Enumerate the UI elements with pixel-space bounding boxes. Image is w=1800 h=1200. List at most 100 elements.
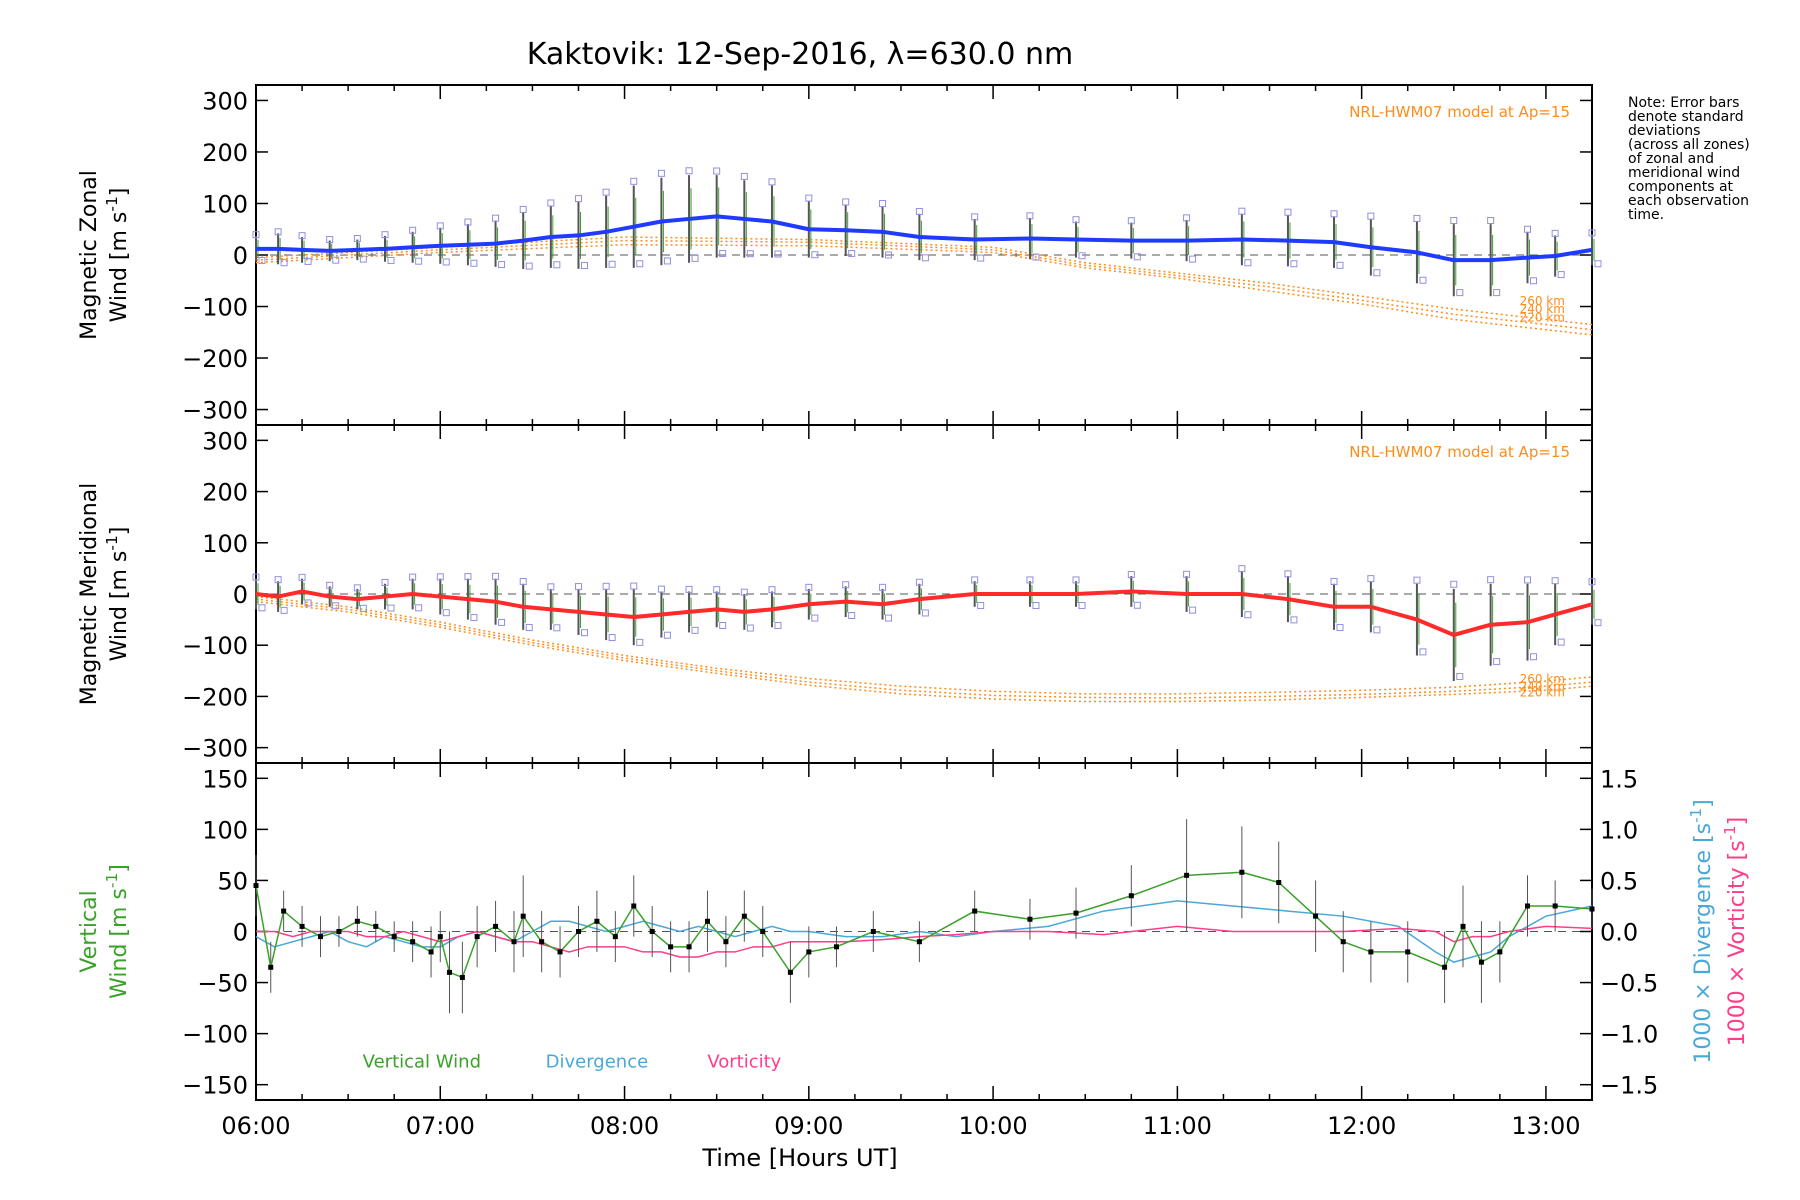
zone-marker — [842, 581, 850, 589]
vertical-wind-point — [972, 908, 978, 914]
y-axis-label-text: Wind [m s-1] — [103, 527, 132, 662]
note-line: meridional wind — [1628, 165, 1741, 181]
model-altitude-label: 240 km — [1520, 679, 1565, 693]
zone-marker — [805, 583, 813, 591]
vertical-wind-point — [493, 923, 499, 929]
model-curve-220km — [255, 243, 1593, 336]
x-tick-label: 07:00 — [406, 1112, 475, 1140]
vertical-wind-point — [391, 934, 397, 940]
zone-marker — [977, 254, 985, 262]
meridional-wind-line — [255, 589, 1593, 637]
zone-marker — [971, 576, 979, 584]
vertical-wind-point — [723, 939, 729, 945]
note-line: deviations — [1628, 123, 1701, 139]
y2-tick-label: 0.0 — [1600, 919, 1638, 947]
y-axis-label-text: Vertical — [77, 890, 102, 972]
zone-marker — [574, 583, 582, 591]
y-tick-label: 150 — [202, 765, 248, 793]
vertical-wind-point — [1589, 906, 1595, 912]
zone-marker — [657, 585, 665, 593]
zone-marker — [774, 621, 782, 629]
vertical-wind-point — [1276, 879, 1282, 885]
model-altitude-label: 260 km — [1520, 294, 1565, 308]
vertical-wind-point — [1442, 964, 1448, 970]
y2-tick-label: −1.5 — [1600, 1072, 1658, 1100]
zone-marker — [1413, 576, 1421, 584]
x-tick-label: 10:00 — [959, 1112, 1028, 1140]
vertical-wind-point — [459, 974, 465, 980]
note-line: each observation — [1628, 193, 1750, 209]
legend-label: Vertical Wind — [363, 1051, 481, 1072]
y-tick-label: −200 — [182, 683, 248, 711]
zone-marker — [274, 576, 282, 584]
zone-marker — [580, 629, 588, 637]
zone-marker — [1032, 602, 1040, 610]
zone-marker — [691, 254, 699, 262]
x-tick-label: 09:00 — [774, 1112, 843, 1140]
zone-marker — [915, 578, 923, 586]
zone-marker — [1524, 576, 1532, 584]
zone-marker — [1588, 229, 1596, 237]
zone-marker — [326, 581, 334, 589]
zone-marker — [498, 618, 506, 626]
x-tick-label: 12:00 — [1327, 1112, 1396, 1140]
zone-marker — [274, 228, 282, 236]
y2-tick-label: 0.5 — [1600, 867, 1638, 895]
zone-marker — [492, 572, 500, 580]
zone-marker — [630, 582, 638, 590]
vertical-wind-point — [1478, 959, 1484, 965]
y-tick-label: −300 — [182, 397, 248, 425]
y-tick-label: −100 — [182, 294, 248, 322]
y-tick-label: 0 — [233, 919, 248, 947]
zone-marker — [353, 584, 361, 592]
vertical-wind-point — [870, 929, 876, 934]
model-curve-220km — [255, 600, 1593, 703]
zone-marker — [746, 624, 754, 632]
zone-marker — [1026, 212, 1034, 220]
zone-marker — [1244, 259, 1252, 267]
zone-marker — [1336, 261, 1344, 269]
y-axis-label: Vertical — [77, 890, 102, 972]
vertical-wind-point — [631, 903, 637, 909]
zone-marker — [470, 259, 478, 267]
zone-marker — [387, 256, 395, 264]
zone-marker — [1330, 210, 1338, 218]
zone-marker — [663, 631, 671, 639]
zone-marker — [353, 235, 361, 243]
zone-marker — [1244, 611, 1252, 619]
vertical-wind-point — [1313, 913, 1319, 919]
zone-marker — [381, 231, 389, 239]
zone-marker — [436, 222, 444, 230]
vertical-wind-point — [317, 934, 323, 940]
vertical-wind-point — [612, 934, 618, 940]
vertical-wind-point — [1525, 903, 1531, 909]
zone-marker — [252, 573, 260, 581]
y-tick-label: −100 — [182, 632, 248, 660]
zone-marker — [842, 198, 850, 206]
zone-marker — [442, 609, 450, 617]
note-line: time. — [1628, 207, 1665, 223]
y2-tick-label: 1.5 — [1600, 765, 1638, 793]
zone-marker — [1072, 576, 1080, 584]
vertical-wind-point — [1239, 869, 1245, 875]
zone-marker — [1373, 626, 1381, 634]
vertical-wind-point — [1552, 903, 1558, 909]
zone-marker — [304, 257, 312, 265]
zone-marker — [1413, 214, 1421, 222]
zone-marker — [1594, 619, 1602, 627]
zone-marker — [977, 602, 985, 610]
model-curve-240km — [255, 239, 1593, 331]
vertical-wind-point — [1368, 949, 1374, 955]
x-tick-label: 06:00 — [221, 1112, 290, 1140]
x-axis-label: Time [Hours UT] — [701, 1144, 897, 1172]
zone-marker — [1189, 606, 1197, 614]
zone-marker — [409, 573, 417, 581]
zone-marker — [879, 583, 887, 591]
y-tick-label: 50 — [217, 867, 248, 895]
zone-marker — [1072, 216, 1080, 224]
y-tick-label: 100 — [202, 816, 248, 844]
zone-marker — [574, 195, 582, 203]
zone-marker — [304, 599, 312, 607]
vertical-wind-line — [255, 871, 1593, 979]
